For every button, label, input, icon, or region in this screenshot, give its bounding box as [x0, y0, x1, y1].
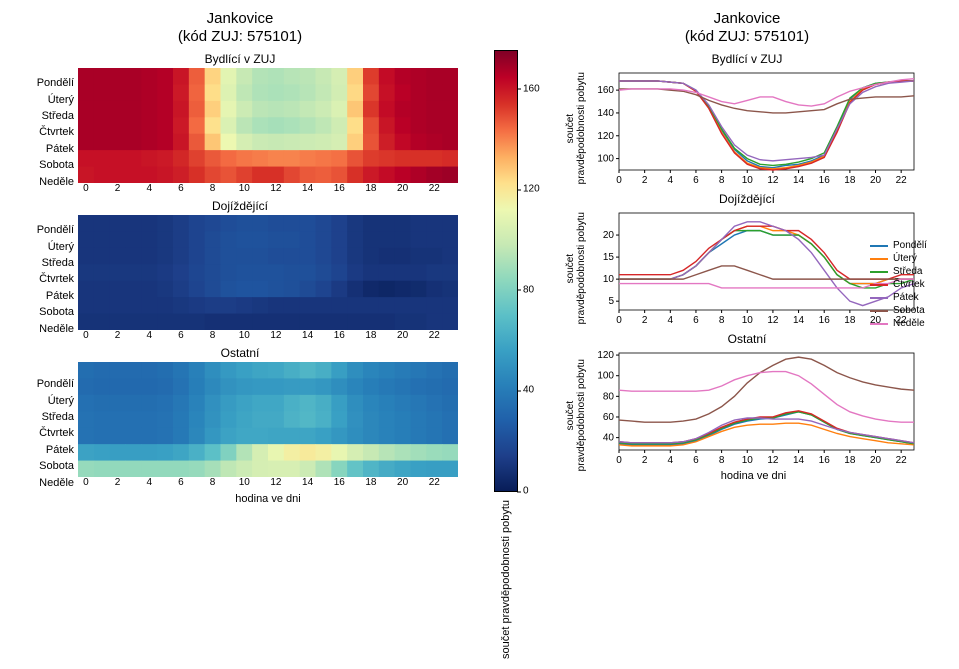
svg-text:6: 6 [693, 175, 699, 186]
linechart-suptitle: Jankovice(kód ZUJ: 575101) [685, 10, 809, 46]
heatmap-title: Ostatní [22, 346, 458, 360]
colorbar-label: součet pravděpodobnosti pobytu [500, 500, 512, 659]
svg-text:16: 16 [818, 315, 830, 326]
svg-text:0: 0 [616, 175, 622, 186]
linechart-column: Jankovice(kód ZUJ: 575101) Bydlící v ZUJ… [542, 10, 952, 659]
svg-text:20: 20 [869, 455, 881, 466]
svg-text:2: 2 [641, 315, 647, 326]
legend: Pondělí Úterý Středa Čtvrtek Pátek Sobota Nedě… [870, 240, 927, 331]
svg-text:120: 120 [597, 350, 614, 361]
svg-text:40: 40 [602, 433, 614, 444]
svg-text:18: 18 [844, 315, 856, 326]
svg-text:14: 14 [793, 175, 805, 186]
svg-text:16: 16 [818, 455, 830, 466]
svg-text:160: 160 [597, 85, 614, 96]
heatmap-Ostatní [78, 362, 458, 477]
svg-text:4: 4 [667, 455, 673, 466]
svg-text:2: 2 [641, 455, 647, 466]
linechart-title: Dojíždějící [565, 192, 930, 206]
svg-text:10: 10 [741, 315, 753, 326]
linechart-Dojíždějící: 51015200246810121416182022 [589, 208, 919, 328]
svg-text:12: 12 [767, 455, 779, 466]
svg-text:12: 12 [767, 315, 779, 326]
colorbar-column: 04080120160 součet pravděpodobnosti poby… [476, 10, 536, 659]
svg-text:8: 8 [718, 455, 724, 466]
heatmap-Dojíždějící [78, 215, 458, 330]
svg-text:100: 100 [597, 154, 614, 165]
linechart-Bydlící v ZUJ: 100 120 140 160 0 2 4 6 8 10 12 14 16 18 20 22 [589, 68, 919, 188]
legend-item: Úterý [870, 253, 927, 264]
heatmap-title: Dojíždějící [22, 199, 458, 213]
legend-item: Neděle [870, 318, 927, 329]
svg-text:0: 0 [616, 315, 622, 326]
heatmap-Bydlící v ZUJ [78, 68, 458, 183]
svg-text:0: 0 [616, 455, 622, 466]
svg-text:6: 6 [693, 315, 699, 326]
svg-text:22: 22 [895, 455, 907, 466]
svg-text:10: 10 [602, 274, 614, 285]
svg-text:60: 60 [602, 412, 614, 423]
svg-text:20: 20 [602, 230, 614, 241]
svg-text:5: 5 [608, 296, 614, 307]
svg-text:140: 140 [597, 108, 614, 119]
heatmap-xlabel: hodina ve dni [78, 493, 458, 505]
svg-text:14: 14 [793, 315, 805, 326]
svg-text:2: 2 [641, 175, 647, 186]
svg-text:16: 16 [818, 175, 830, 186]
svg-text:6: 6 [693, 455, 699, 466]
legend-item: Pátek [870, 292, 927, 303]
linechart-title: Ostatní [565, 332, 930, 346]
legend-item: Pondělí [870, 240, 927, 251]
svg-text:4: 4 [667, 315, 673, 326]
heatmap-column: Jankovice(kód ZUJ: 575101) Bydlící v ZUJ… [10, 10, 470, 659]
svg-text:4: 4 [667, 175, 673, 186]
legend-item: Středa [870, 266, 927, 277]
svg-text:14: 14 [793, 455, 805, 466]
svg-text:10: 10 [741, 175, 753, 186]
heatmap-suptitle: Jankovice(kód ZUJ: 575101) [178, 10, 302, 46]
svg-text:10: 10 [741, 455, 753, 466]
colorbar: 04080120160 [494, 50, 518, 492]
svg-text:100: 100 [597, 371, 614, 382]
legend-item: Sobota [870, 305, 927, 316]
svg-text:12: 12 [767, 175, 779, 186]
svg-text:8: 8 [718, 175, 724, 186]
svg-text:15: 15 [602, 252, 614, 263]
legend-item: Čtvrtek [870, 279, 927, 290]
linechart-Ostatní: 40 60 80 100 120 0 2 4 6 8 10 12 14 16 18 20 22 [589, 348, 919, 468]
svg-text:8: 8 [718, 315, 724, 326]
svg-text:120: 120 [597, 131, 614, 142]
svg-text:18: 18 [844, 175, 856, 186]
linechart-title: Bydlící v ZUJ [565, 52, 930, 66]
svg-text:20: 20 [869, 175, 881, 186]
svg-text:80: 80 [602, 391, 614, 402]
svg-text:22: 22 [895, 175, 907, 186]
heatmap-title: Bydlící v ZUJ [22, 52, 458, 66]
svg-text:18: 18 [844, 455, 856, 466]
